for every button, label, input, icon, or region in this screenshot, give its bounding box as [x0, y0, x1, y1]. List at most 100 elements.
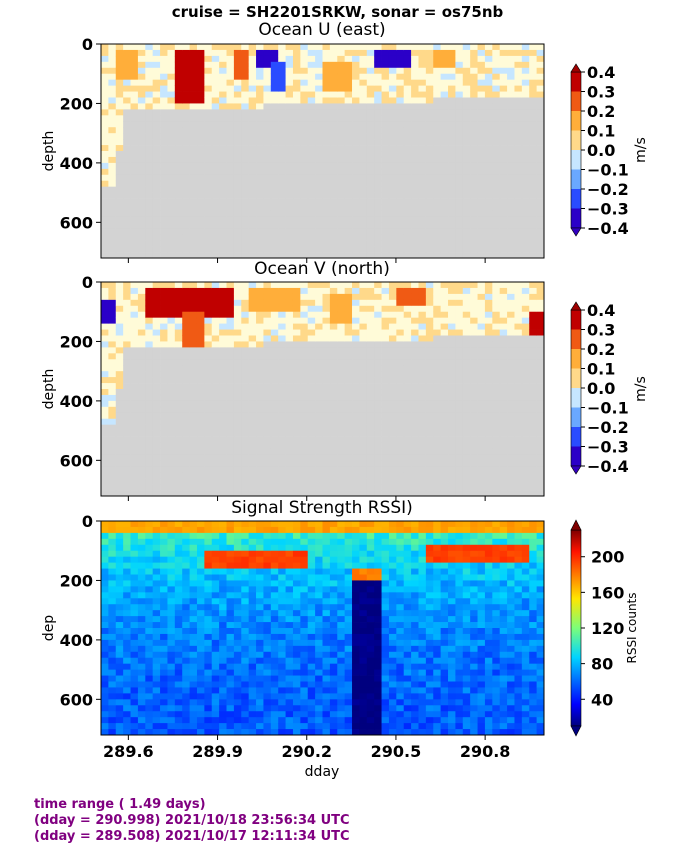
heatmap-cell — [514, 55, 523, 63]
heatmap-cell — [536, 478, 545, 485]
heatmap-cell — [256, 418, 264, 426]
heatmap-cell — [278, 97, 286, 104]
heatmap-cell — [152, 645, 161, 653]
heatmap-cell — [388, 44, 397, 51]
heatmap-cell — [388, 228, 397, 235]
heatmap-cell — [440, 299, 449, 307]
heatmap-cell — [448, 383, 456, 390]
heatmap-cell — [233, 400, 242, 408]
heatmap-cell — [455, 311, 464, 319]
heatmap-cell — [108, 550, 117, 558]
heatmap-cell — [507, 240, 515, 247]
heatmap-cell — [448, 192, 456, 199]
heatmap-cell — [433, 174, 442, 182]
heatmap-cell — [366, 490, 375, 497]
heatmap-cell — [145, 406, 154, 414]
heatmap-cell — [329, 406, 338, 414]
heatmap-cell — [352, 198, 360, 205]
heatmap-cell — [529, 91, 538, 98]
heatmap-cell — [204, 490, 213, 497]
heatmap-cell — [411, 168, 419, 176]
heatmap-cell — [315, 115, 323, 122]
heatmap-cell — [152, 133, 161, 140]
heatmap-cell — [344, 240, 353, 247]
heatmap-cell — [285, 204, 294, 211]
heatmap-cell — [396, 174, 405, 182]
heatmap-cell — [137, 645, 146, 653]
heatmap-cell — [507, 371, 515, 378]
colorbar-tick-label: 0.1 — [587, 122, 615, 141]
heatmap-cell — [425, 49, 434, 57]
heatmap-cell — [189, 675, 198, 682]
heatmap-cell — [470, 85, 478, 92]
heatmap-cell — [329, 389, 338, 396]
heatmap-cell — [219, 180, 227, 188]
heatmap-cell — [137, 639, 146, 647]
heatmap-cell — [145, 532, 154, 540]
heatmap-cell — [470, 198, 478, 205]
heatmap-cell — [359, 156, 368, 164]
heatmap-cell — [433, 335, 442, 342]
heatmap-cell — [470, 359, 478, 366]
colorbar-tick-label: −0.3 — [587, 200, 629, 219]
heatmap-cell — [425, 198, 434, 205]
heatmap-cell — [499, 210, 508, 217]
heatmap-cell — [233, 246, 242, 253]
heatmap-cell — [270, 293, 279, 301]
heatmap-cell — [536, 454, 545, 461]
heatmap-cell — [396, 412, 405, 420]
heatmap-cell — [536, 210, 545, 217]
heatmap-cell — [248, 377, 257, 384]
heatmap-cell — [108, 204, 117, 211]
heatmap-cell — [425, 204, 434, 211]
heatmap-cell — [233, 323, 242, 330]
heatmap-cell — [101, 73, 109, 81]
heatmap-cell — [329, 299, 338, 307]
heatmap-cell — [108, 121, 117, 128]
heatmap-cell — [182, 442, 190, 449]
heatmap-cell — [204, 633, 213, 641]
heatmap-cell — [270, 282, 279, 289]
heatmap-cell — [270, 454, 279, 461]
heatmap-cell — [219, 466, 227, 473]
heatmap-cell — [152, 335, 161, 342]
heatmap-cell — [219, 472, 227, 479]
heatmap-cell — [492, 341, 501, 348]
heatmap-cell — [425, 162, 434, 170]
heatmap-cell — [263, 317, 272, 325]
heatmap-cell — [152, 293, 161, 301]
heatmap-cell — [196, 592, 205, 599]
heatmap-cell — [278, 73, 286, 81]
heatmap-cell — [123, 669, 131, 676]
heatmap-cell — [189, 430, 198, 437]
heatmap-cell — [300, 400, 309, 408]
heatmap-cell — [425, 180, 434, 188]
heatmap-cell — [352, 127, 360, 134]
heatmap-cell — [455, 162, 464, 170]
heatmap-cell — [270, 490, 279, 497]
heatmap-cell — [285, 85, 294, 92]
heatmap-cell — [226, 145, 235, 152]
heatmap-cell — [145, 383, 154, 390]
heatmap-cell — [145, 365, 154, 372]
heatmap-cell — [285, 400, 294, 408]
heatmap-cell — [462, 353, 471, 360]
heatmap-cell — [256, 174, 264, 182]
heatmap-cell — [322, 109, 331, 116]
heatmap-cell — [248, 240, 257, 247]
heatmap-cell — [529, 97, 538, 104]
heatmap-cell — [285, 133, 294, 140]
heatmap-cell — [123, 365, 131, 372]
heatmap-cell — [226, 151, 235, 158]
heatmap-cell — [455, 436, 464, 443]
heatmap-cell — [160, 210, 168, 217]
heatmap-cell — [174, 406, 183, 414]
heatmap-cell — [396, 210, 405, 217]
heatmap-cell — [448, 61, 456, 69]
heatmap-cell — [204, 44, 213, 51]
heatmap-cell — [256, 49, 264, 57]
heatmap-cell — [455, 186, 464, 194]
heatmap-cell — [278, 478, 286, 485]
heatmap-cell — [167, 73, 176, 81]
heatmap-cell — [115, 562, 124, 569]
